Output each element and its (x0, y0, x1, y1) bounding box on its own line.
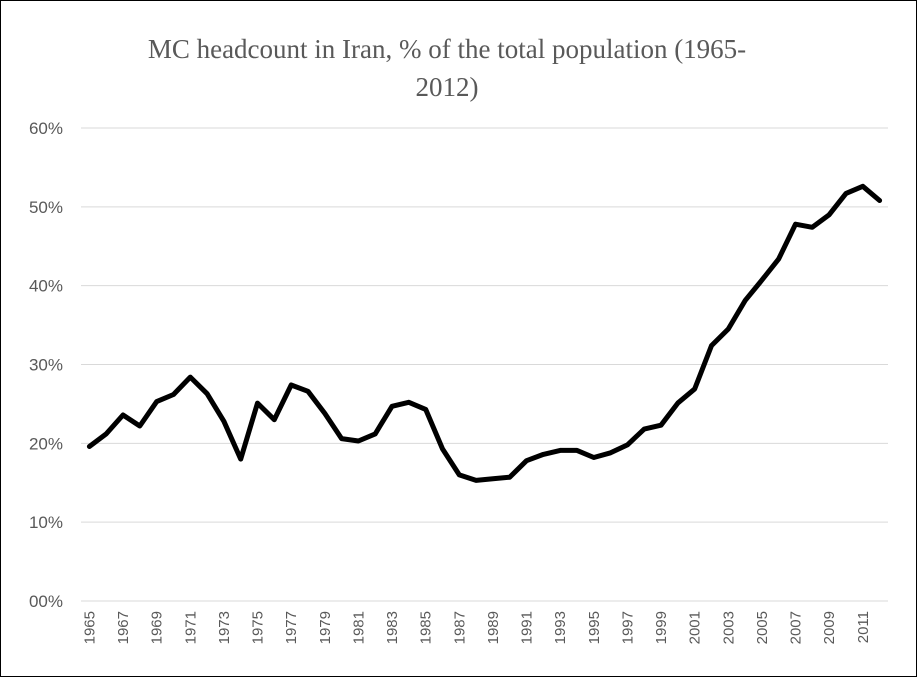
x-tick-label: 1997 (619, 611, 636, 644)
x-tick-label: 1973 (216, 611, 233, 644)
gridlines (81, 127, 888, 602)
series-layer (86, 183, 883, 483)
series-line-0 (86, 183, 883, 483)
y-tick-label: 30% (29, 356, 63, 375)
x-tick-label: 1981 (350, 611, 367, 644)
y-tick-label: 10% (29, 513, 63, 532)
x-tick-label: 1969 (149, 611, 166, 644)
y-tick-label: 60% (29, 119, 63, 138)
x-tick-label: 2001 (687, 611, 704, 644)
x-axis-tick-labels: 1965 1967 1969 1971 1973 1975 1977 1979 1981 1983… (81, 611, 871, 644)
x-tick-label: 2007 (788, 611, 805, 644)
x-tick-label: 2009 (821, 611, 838, 644)
y-tick-label: 40% (29, 277, 63, 296)
x-tick-label: 1995 (586, 611, 603, 644)
x-tick-label: 1971 (182, 611, 199, 644)
x-tick-label: 1967 (115, 611, 132, 644)
y-tick-label: 50% (29, 198, 63, 217)
chart-title-line-1: MC headcount in Iran, % of the total pop… (148, 34, 746, 64)
x-tick-label: 1977 (283, 611, 300, 644)
x-tick-label: 1975 (250, 611, 267, 644)
x-tick-label: 2003 (720, 611, 737, 644)
x-tick-label: 1999 (653, 611, 670, 644)
x-tick-label: 1979 (317, 611, 334, 644)
chart-title: MC headcount in Iran, % of the total pop… (148, 34, 746, 102)
y-tick-label: 00% (29, 592, 63, 611)
x-tick-label: 1985 (418, 611, 435, 644)
x-tick-label: 1991 (519, 611, 536, 644)
x-tick-label: 2005 (754, 611, 771, 644)
x-tick-label: 1989 (485, 611, 502, 644)
x-tick-label: 1987 (451, 611, 468, 644)
y-tick-label: 20% (29, 434, 63, 453)
x-tick-label: 1983 (384, 611, 401, 644)
x-tick-label: 1993 (552, 611, 569, 644)
y-axis-tick-labels: 00% 10% 20% 30% 40% 50% 60% (29, 119, 63, 611)
chart-title-line-2: 2012) (416, 72, 479, 102)
x-tick-label: 2011 (855, 611, 872, 643)
x-tick-label: 1965 (81, 611, 98, 644)
